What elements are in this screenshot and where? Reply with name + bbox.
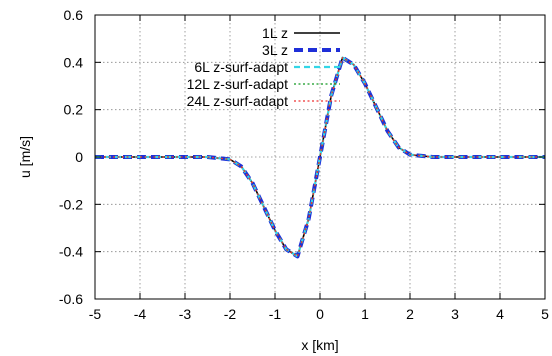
x-tick-label: 0: [316, 306, 324, 322]
legend-label: 24L z-surf-adapt: [187, 93, 289, 109]
x-axis: -5 -4 -3 -2 -1 0 1 2 3 4 5: [89, 15, 549, 322]
y-tick-label: 0.6: [64, 7, 84, 23]
legend-label: 6L z-surf-adapt: [194, 59, 288, 75]
y-tick-label: -0.4: [59, 244, 83, 260]
x-tick-label: 3: [451, 306, 459, 322]
legend-label: 1L z: [262, 25, 288, 41]
y-tick-label: 0.4: [64, 54, 84, 70]
x-tick-label: 1: [361, 306, 369, 322]
x-tick-label: -3: [179, 306, 192, 322]
y-axis-label: u [m/s]: [17, 136, 33, 178]
legend-label: 12L z-surf-adapt: [187, 76, 289, 92]
series-line-5: [95, 56, 545, 258]
legend-label: 3L z: [262, 42, 288, 58]
y-tick-label: 0: [75, 149, 83, 165]
y-tick-label: 0.2: [64, 102, 84, 118]
x-tick-label: -5: [89, 306, 102, 322]
y-axis: -0.6 -0.4 -0.2 0 0.2 0.4 0.6: [59, 7, 545, 307]
x-tick-label: -4: [134, 306, 147, 322]
x-tick-label: -2: [224, 306, 237, 322]
x-axis-label: x [km]: [301, 337, 338, 353]
y-tick-label: -0.6: [59, 291, 83, 307]
x-tick-label: -1: [269, 306, 282, 322]
x-tick-label: 5: [541, 306, 549, 322]
x-tick-label: 2: [406, 306, 414, 322]
x-tick-label: 4: [496, 306, 504, 322]
y-tick-label: -0.2: [59, 196, 83, 212]
plot-area: [95, 55, 545, 259]
